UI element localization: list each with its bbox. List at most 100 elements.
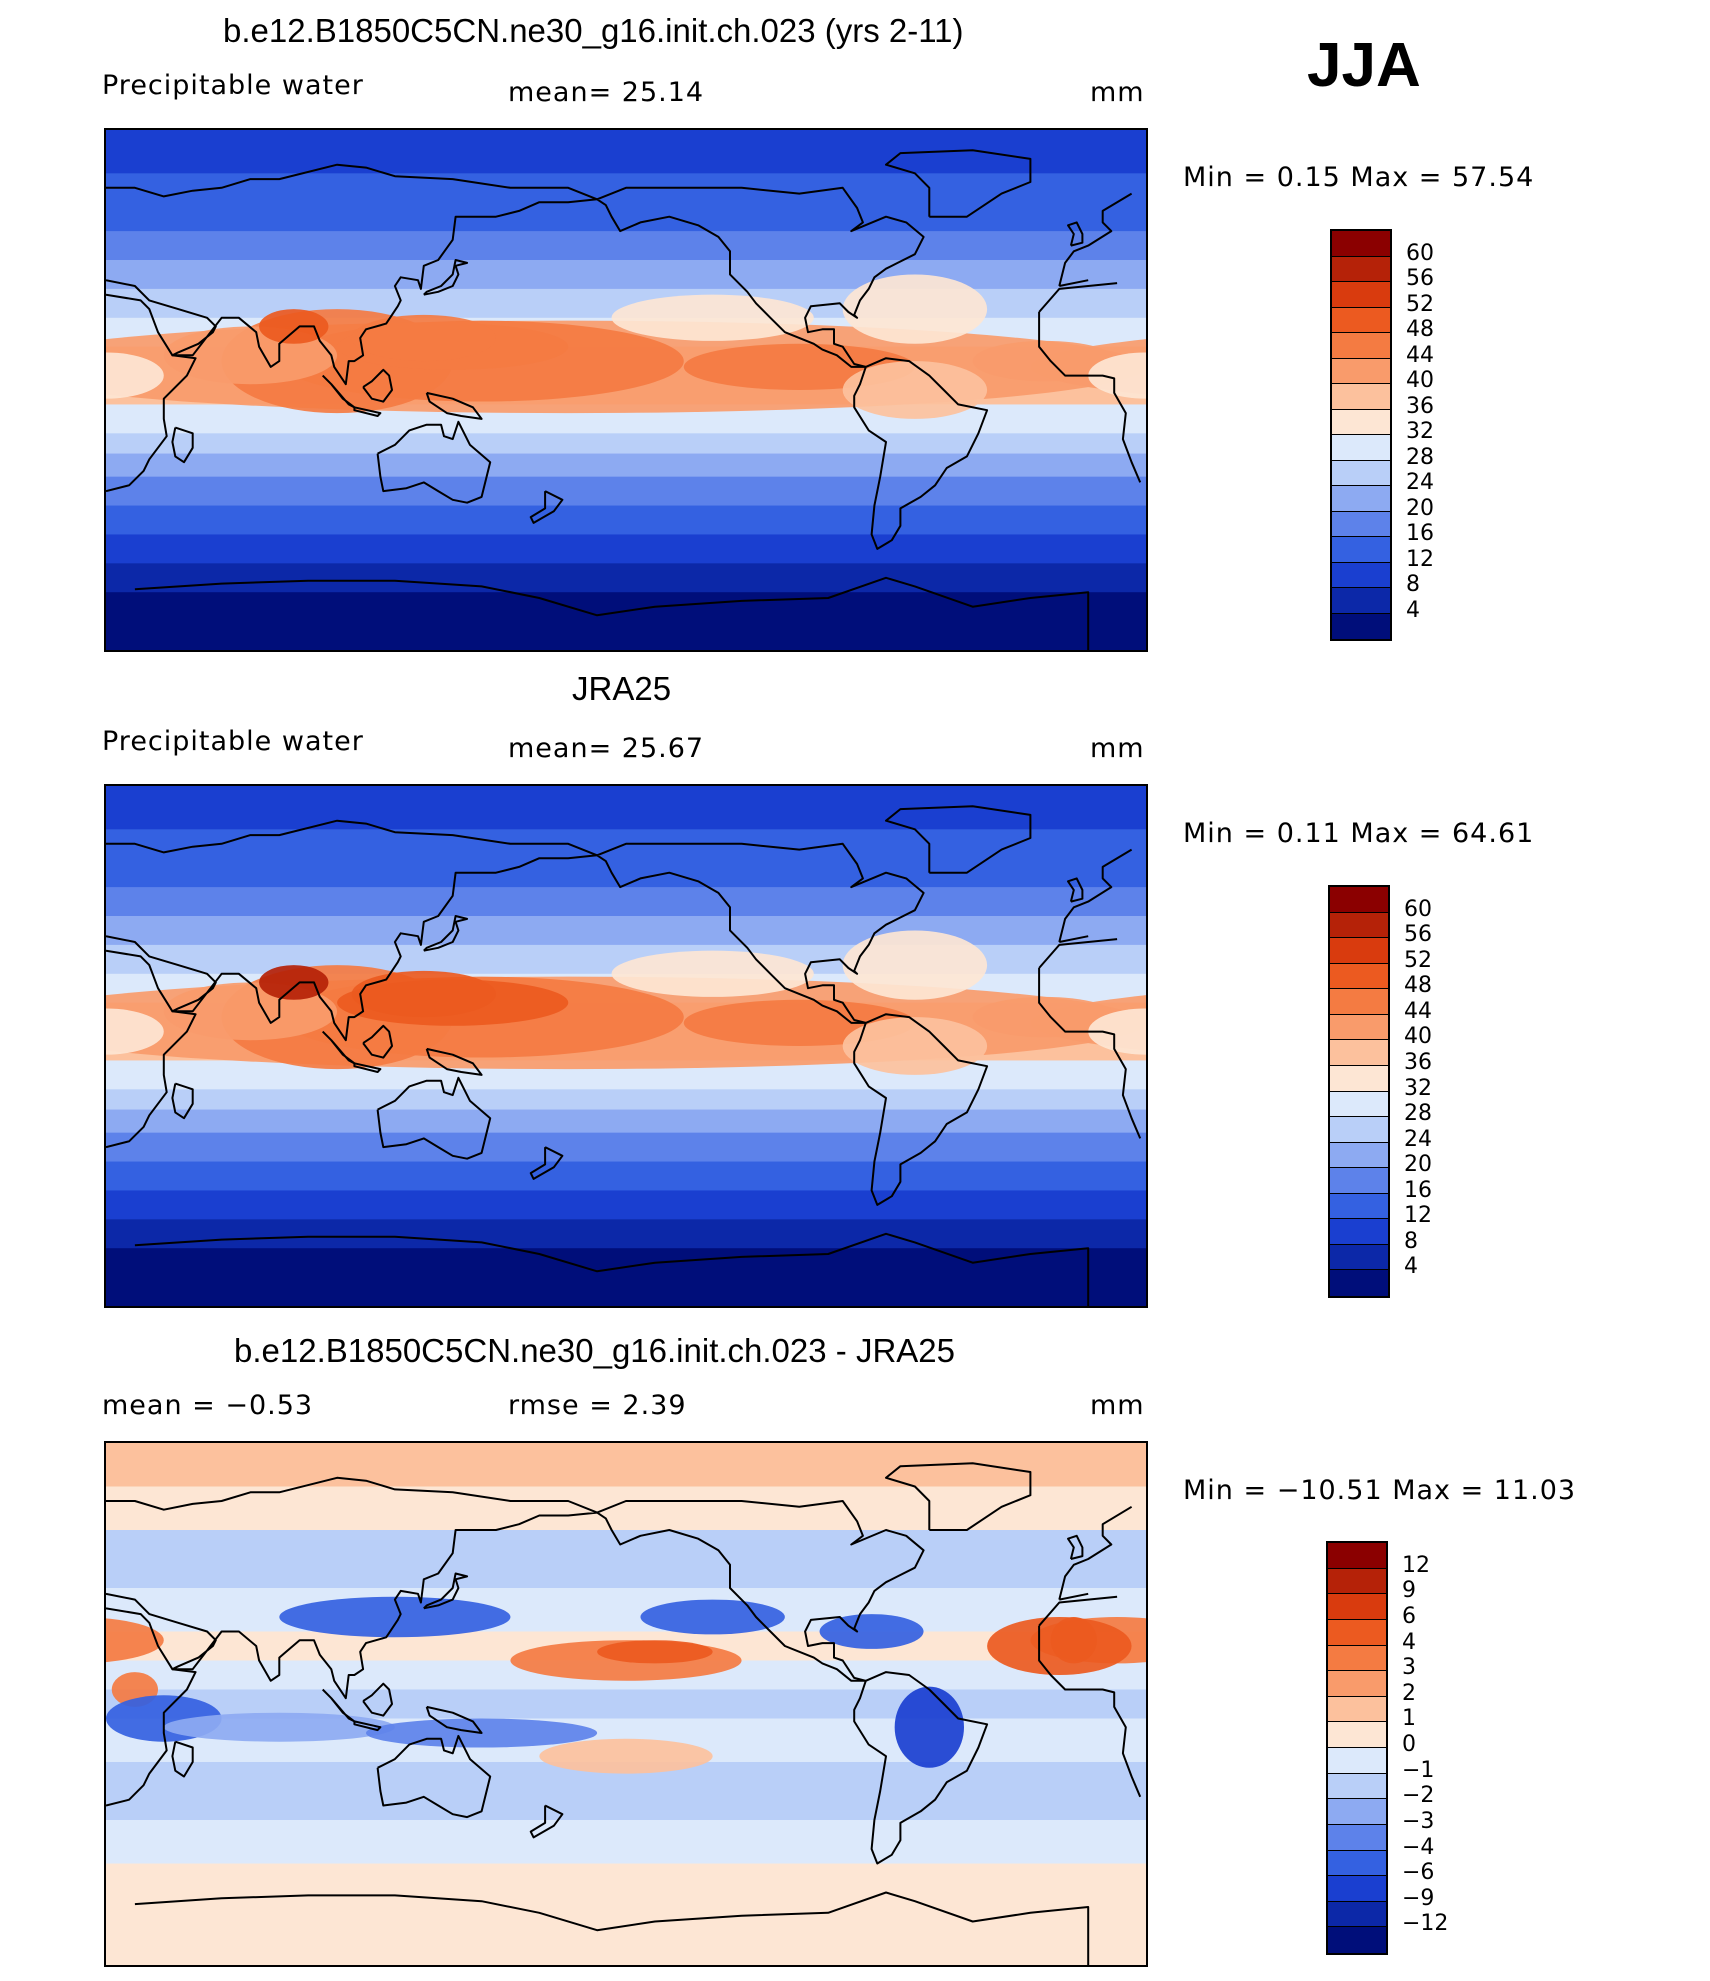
colorbar-segment [1332,537,1390,563]
colorbar-segment [1328,1850,1386,1877]
coastline [853,1013,989,1206]
colorbar-tick-label: 24 [1406,470,1434,495]
colorbar-tick-label: −3 [1402,1808,1435,1834]
field-band [106,1443,1146,1488]
colorbar-tick-label: 4 [1406,597,1420,623]
field-band [106,592,1146,650]
field-band [106,1109,1146,1134]
coastline [425,1047,483,1076]
field-contour [597,1640,713,1664]
coastline [376,1076,492,1160]
colorbar-segment [1330,989,1388,1015]
colorbar-segment [1332,613,1390,639]
colorbar-segment [1328,1543,1386,1569]
colorbar-segment [1328,1927,1386,1953]
colorbar-tick-label: 16 [1406,521,1434,546]
coastline [353,406,382,417]
panel3-colorbar [1326,1541,1388,1955]
colorbar-tick-label: 60 [1404,896,1432,922]
colorbar-tick-label: 28 [1406,444,1434,470]
field-band [106,453,1146,478]
colorbar-segment [1332,384,1390,410]
colorbar-tick-label: 44 [1404,998,1432,1024]
coastline [423,1572,469,1610]
colorbar-tick-label: 4 [1402,1629,1416,1655]
colorbar-segment [1332,282,1390,308]
panel2-colorbar [1328,885,1390,1298]
colorbar-tick-label: 60 [1406,240,1434,266]
field-band [106,1089,1146,1111]
colorbar-tick-label: 2 [1402,1680,1416,1706]
coastline [596,186,925,368]
colorbar-tick-label: 12 [1404,1203,1432,1229]
coastline [529,1804,564,1839]
coastline [376,1734,492,1819]
coastline [885,805,1032,874]
panel1-colorbar [1330,229,1392,641]
coastline [853,1671,989,1865]
colorbar-tick-label: 48 [1404,973,1432,999]
panel1-title: b.e12.B1850C5CN.ne30_g16.init.ch.023 (yr… [223,12,964,49]
field-contour [106,1618,164,1663]
coastline [596,842,925,1024]
colorbar-segment [1330,1117,1388,1143]
coastline [171,1082,194,1120]
colorbar-tick-label: 44 [1406,342,1434,368]
field-band [106,1248,1146,1306]
colorbar-tick-label: 12 [1406,546,1434,572]
coastline [362,368,393,403]
colorbar-segment [1330,912,1388,939]
coastline [171,1740,194,1778]
coastline [353,1720,382,1732]
coastline [1067,877,1084,903]
colorbar-tick-label: 8 [1404,1228,1418,1254]
colorbar-segment [1328,1619,1386,1646]
coastline [529,490,564,524]
colorbar-segment [1330,1193,1388,1220]
field-band [106,786,1146,831]
colorbar-tick-label: 52 [1406,291,1434,317]
field-band [106,887,1146,917]
coastline [106,819,1133,1042]
field-contour [972,340,1118,382]
colorbar-tick-label: 40 [1406,368,1434,393]
colorbar-segment [1330,887,1388,913]
colorbar-tick-label: 6 [1402,1603,1416,1629]
coastline [134,1232,1090,1306]
map-field [106,786,1146,1306]
coastline [885,1462,1032,1531]
panel3-minmax-label: Min = −10.51 Max = 11.03 [1183,1475,1577,1506]
field-contour [842,930,988,1000]
colorbar-segment [1332,333,1390,359]
field-contour [1088,1008,1146,1055]
colorbar-tick-label: 32 [1406,419,1434,444]
colorbar-segment [1330,1142,1388,1169]
field-band [106,1219,1146,1250]
colorbar-segment [1328,1671,1386,1697]
colorbar-segment [1328,1901,1386,1928]
colorbar-tick-label: 4 [1404,1254,1418,1280]
field-band [106,829,1146,889]
colorbar-segment [1330,1040,1388,1066]
colorbar-segment [1328,1824,1386,1851]
colorbar-segment [1330,938,1388,964]
field-contour [611,950,814,997]
coastline [425,1705,483,1734]
field-band [106,130,1146,175]
colorbar-segment [1332,486,1390,512]
field-band [106,534,1146,565]
colorbar-tick-label: 48 [1406,317,1434,342]
field-band [106,563,1146,594]
colorbar-tick-label: −9 [1402,1885,1435,1911]
colorbar-tick-label: −12 [1402,1911,1449,1937]
colorbar-segment [1330,1244,1388,1271]
coastline [853,357,989,550]
colorbar-tick-label: 20 [1406,495,1434,521]
colorbar-segment [1332,231,1390,257]
colorbar-segment [1330,1091,1388,1118]
field-band [106,1820,1146,1865]
coastline [171,426,194,464]
coastline [134,576,1090,650]
colorbar-tick-label: −1 [1402,1757,1435,1783]
field-band [106,1161,1146,1192]
